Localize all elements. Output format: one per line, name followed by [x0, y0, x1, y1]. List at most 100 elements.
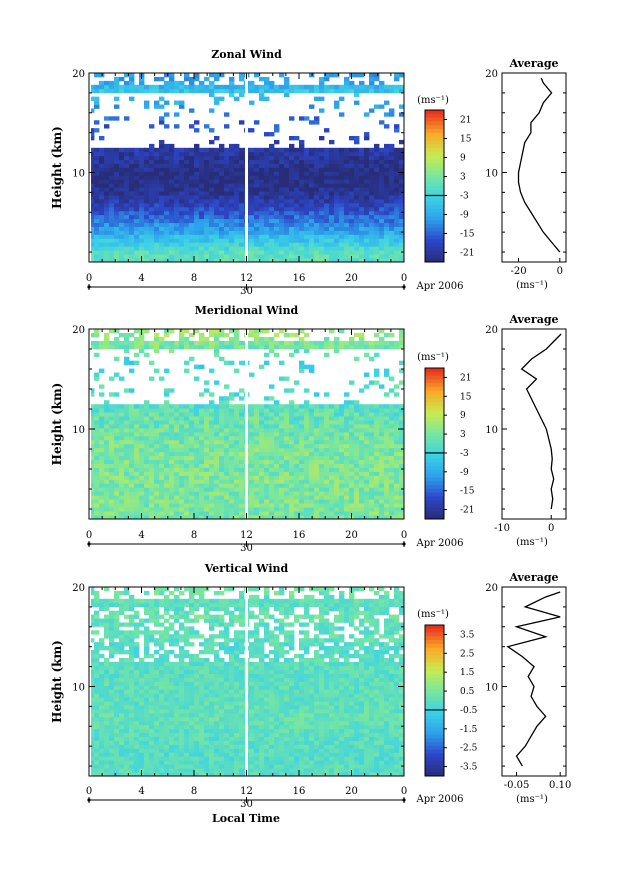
heatmap-cell: [214, 199, 220, 204]
heatmap-cell: [389, 483, 395, 488]
heatmap-cell: [314, 163, 320, 168]
heatmap-cell: [364, 764, 370, 769]
heatmap-cell: [389, 202, 395, 208]
heatmap-cell: [354, 487, 360, 492]
heatmap-cell: [294, 487, 300, 492]
heatmap-cell: [184, 499, 190, 504]
heatmap-cell: [354, 136, 360, 141]
heatmap-cell: [94, 427, 100, 433]
heatmap-cell: [184, 76, 190, 82]
heatmap-cell: [279, 424, 285, 429]
heatmap-cell: [174, 499, 180, 504]
heatmap-cell: [189, 234, 195, 239]
heatmap-cell: [109, 171, 115, 176]
heatmap-cell: [204, 408, 210, 413]
heatmap-cell: [324, 336, 330, 342]
colorbar-segment: [425, 129, 444, 134]
heatmap-cell: [139, 340, 145, 346]
heatmap-cell: [264, 96, 270, 101]
heatmap-cell: [369, 234, 375, 239]
heatmap-cell: [269, 451, 275, 457]
heatmap-cell: [259, 250, 265, 255]
heatmap-cell: [274, 214, 280, 220]
heatmap-cell: [184, 459, 190, 464]
heatmap-cell: [374, 427, 380, 433]
heatmap-cell: [339, 222, 345, 227]
heatmap-cell: [164, 191, 170, 196]
heatmap-cell: [189, 416, 195, 421]
heatmap-cell: [124, 412, 130, 417]
colorbar-segment: [425, 201, 444, 206]
heatmap-cell: [194, 507, 200, 512]
heatmap-cell: [379, 495, 385, 500]
heatmap-cell: [154, 515, 160, 520]
heatmap-cell: [234, 471, 240, 476]
heatmap-cell: [214, 76, 220, 82]
heatmap-cell: [299, 412, 305, 417]
heatmap-cell: [174, 420, 180, 425]
heatmap-cell: [319, 175, 325, 180]
heatmap-cell: [119, 420, 125, 425]
heatmap-cell: [149, 84, 155, 90]
heatmap-cell: [329, 772, 335, 777]
heatmap-cell: [274, 412, 280, 417]
heatmap-cell: [349, 187, 355, 192]
heatmap-cell: [394, 515, 400, 520]
heatmap-cell: [169, 340, 175, 346]
heatmap-cell: [274, 155, 280, 161]
heatmap-cell: [134, 191, 140, 196]
heatmap-cell: [354, 230, 360, 235]
heatmap-cell: [359, 424, 365, 429]
heatmap-cell: [259, 210, 265, 216]
heatmap-cell: [169, 210, 175, 216]
heatmap-cell: [99, 226, 105, 231]
heatmap-cell: [189, 108, 195, 113]
heatmap-cell: [259, 175, 265, 180]
heatmap-cell: [119, 171, 125, 176]
heatmap-cell: [339, 329, 345, 334]
heatmap-cell: [124, 336, 130, 342]
heatmap-cell: [174, 214, 180, 220]
heatmap-cell: [114, 356, 120, 362]
heatmap-cell: [184, 443, 190, 449]
heatmap-cell: [374, 495, 380, 500]
heatmap-cell: [159, 416, 165, 421]
heatmap-cell: [159, 463, 165, 468]
heatmap-cell: [169, 447, 175, 453]
heatmap-cell: [174, 439, 180, 445]
heatmap-cell: [154, 147, 160, 153]
heatmap-cell: [184, 424, 190, 429]
heatmap-cell: [144, 760, 150, 765]
heatmap-cell: [224, 772, 230, 777]
heatmap-cell: [99, 254, 105, 259]
heatmap-cell: [109, 218, 115, 224]
heatmap-cell: [349, 336, 355, 342]
heatmap-cell: [304, 412, 310, 417]
heatmap-cell: [94, 195, 100, 200]
heatmap-cell: [354, 475, 360, 480]
heatmap-cell: [179, 455, 185, 461]
heatmap-cell: [209, 416, 215, 421]
heatmap-cell: [394, 451, 400, 457]
heatmap-cell: [184, 451, 190, 457]
heatmap-cell: [184, 503, 190, 508]
heatmap-cell: [124, 388, 130, 393]
heatmap-cell: [274, 234, 280, 239]
heatmap-cell: [274, 768, 280, 773]
heatmap-cell: [399, 439, 405, 445]
heatmap-cell: [364, 230, 370, 235]
heatmap-cell: [399, 167, 405, 172]
heatmap-cell: [309, 764, 315, 769]
heatmap-cell: [264, 254, 270, 259]
heatmap-cell: [184, 191, 190, 196]
heatmap-cell: [274, 515, 280, 520]
heatmap-cell: [284, 250, 290, 255]
heatmap-cell: [379, 246, 385, 251]
heatmap-cell: [229, 183, 235, 188]
heatmap-cell: [154, 175, 160, 180]
heatmap-cell: [279, 214, 285, 220]
heatmap-cell: [114, 515, 120, 520]
heatmap-cell: [299, 151, 305, 157]
heatmap-cell: [349, 238, 355, 243]
heatmap-cell: [229, 503, 235, 508]
